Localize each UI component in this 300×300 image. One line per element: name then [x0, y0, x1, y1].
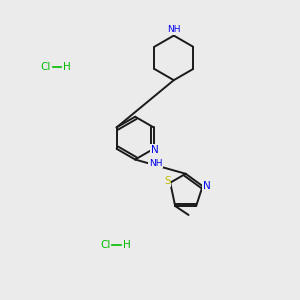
Text: S: S [164, 176, 171, 186]
Text: Cl: Cl [41, 62, 51, 72]
Text: H: H [123, 240, 131, 250]
Text: NH: NH [149, 159, 163, 168]
Text: N: N [203, 181, 211, 191]
Text: H: H [64, 62, 71, 72]
Text: Cl: Cl [100, 240, 111, 250]
Text: NH: NH [167, 25, 181, 34]
Text: N: N [151, 145, 159, 155]
